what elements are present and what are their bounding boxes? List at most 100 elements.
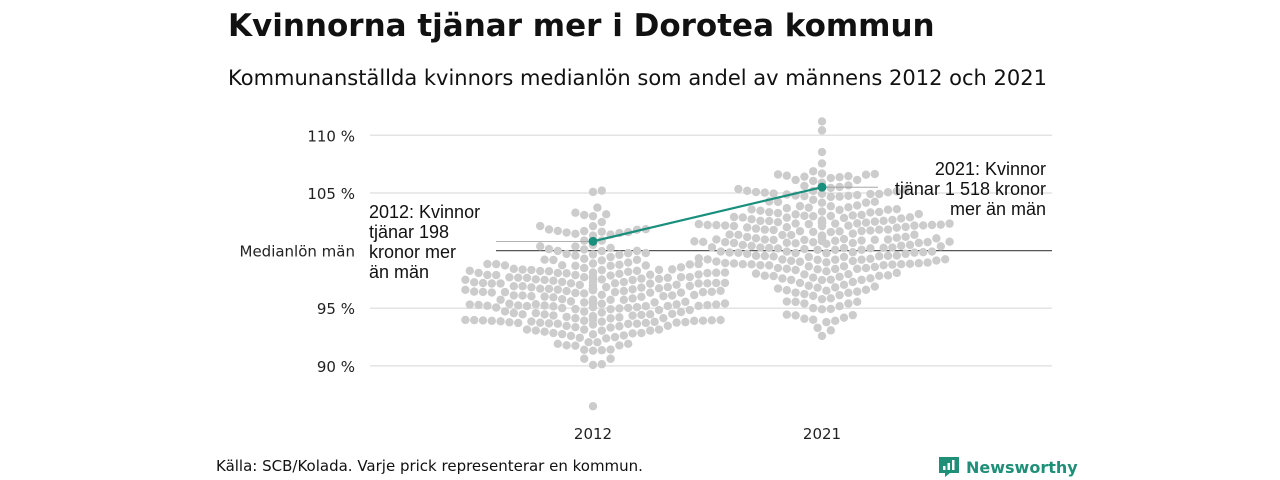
- municipality-dot: [580, 236, 589, 245]
- municipality-dot: [544, 244, 554, 254]
- municipality-dot: [632, 266, 642, 276]
- municipality-dot: [883, 251, 893, 261]
- municipality-dot: [694, 301, 703, 311]
- municipality-dot: [747, 241, 756, 251]
- municipality-dot: [809, 195, 818, 204]
- municipality-dot: [694, 279, 703, 288]
- municipality-dot: [800, 270, 809, 279]
- municipality-dot: [580, 316, 589, 325]
- y-tick-label: 105 %: [307, 185, 355, 203]
- municipality-dot: [747, 215, 756, 224]
- municipality-dot: [558, 261, 567, 270]
- municipality-dot: [870, 169, 879, 179]
- municipality-dot: [615, 322, 624, 331]
- municipality-dot: [509, 308, 518, 318]
- municipality-dot: [870, 197, 879, 207]
- municipality-dot: [514, 318, 523, 328]
- municipality-dot: [809, 273, 818, 282]
- municipality-dot: [892, 187, 901, 196]
- municipality-dot: [663, 282, 672, 292]
- municipality-dot: [703, 255, 712, 264]
- municipality-dot: [597, 275, 606, 284]
- municipality-dot: [531, 300, 540, 309]
- municipality-dot: [857, 245, 866, 254]
- municipality-dot: [694, 270, 703, 279]
- municipality-dot: [809, 315, 818, 324]
- municipality-dot: [870, 262, 879, 272]
- municipality-dot: [676, 263, 686, 272]
- municipality-dot: [826, 211, 835, 221]
- municipality-dot: [562, 269, 571, 278]
- municipality-dot: [835, 290, 844, 300]
- municipality-dot: [870, 235, 879, 244]
- municipality-dot: [782, 213, 791, 222]
- municipality-dot: [663, 301, 672, 311]
- municipality-dot: [787, 230, 796, 240]
- municipality-dot: [817, 275, 827, 285]
- municipality-dot: [875, 252, 884, 261]
- municipality-dot: [866, 254, 875, 263]
- municipality-dot: [919, 221, 928, 230]
- municipality-dot: [866, 274, 875, 283]
- municipality-dot: [861, 198, 871, 207]
- municipality-dot: [615, 269, 624, 279]
- municipality-dot: [910, 221, 919, 230]
- municipality-dot: [817, 305, 827, 314]
- municipality-dot: [835, 172, 844, 182]
- municipality-dot: [831, 264, 840, 274]
- municipality-dot: [628, 294, 637, 303]
- municipality-dot: [606, 243, 615, 253]
- municipality-dot: [848, 310, 857, 320]
- municipality-dot: [897, 214, 906, 223]
- municipality-dot: [822, 317, 831, 327]
- municipality-dot: [923, 258, 932, 267]
- municipality-dot: [707, 316, 716, 325]
- municipality-dot: [694, 219, 703, 229]
- municipality-dot: [817, 159, 827, 168]
- municipality-dot: [817, 169, 827, 178]
- municipality-dot: [778, 255, 787, 264]
- municipality-dot: [553, 339, 562, 349]
- municipality-dot: [826, 294, 835, 303]
- municipality-dot: [844, 221, 853, 230]
- municipality-dot: [791, 311, 800, 320]
- municipality-dot: [861, 285, 871, 295]
- municipality-dot: [571, 229, 580, 239]
- municipality-dot: [751, 224, 761, 233]
- municipality-dot: [835, 272, 844, 281]
- municipality-dot: [685, 260, 694, 269]
- municipality-dot: [800, 314, 809, 323]
- municipality-dot: [927, 247, 937, 256]
- municipality-dot: [773, 263, 783, 273]
- municipality-dot: [747, 205, 756, 214]
- brand-logo[interactable]: Newsworthy: [938, 456, 1078, 478]
- municipality-dot: [782, 247, 791, 256]
- municipality-dot: [822, 248, 831, 258]
- municipality-dot: [681, 297, 690, 307]
- municipality-dot: [835, 205, 844, 215]
- municipality-dot: [826, 192, 835, 202]
- municipality-dot: [826, 183, 835, 193]
- municipality-dot: [787, 256, 796, 266]
- municipality-dot: [509, 264, 518, 274]
- municipality-dot: [707, 243, 717, 252]
- municipality-dot: [536, 284, 545, 293]
- municipality-dot: [628, 311, 637, 320]
- municipality-dot: [720, 278, 730, 288]
- municipality-dot: [487, 288, 496, 297]
- municipality-dot: [571, 270, 580, 280]
- municipality-dot: [690, 316, 699, 326]
- reference-line-label: Medianlön män: [240, 243, 356, 261]
- municipality-dot: [817, 216, 827, 225]
- municipality-dot: [597, 227, 606, 236]
- municipality-dot: [637, 274, 646, 283]
- municipality-dot: [848, 256, 857, 266]
- municipality-dot: [597, 186, 606, 195]
- municipality-dot: [804, 203, 813, 212]
- municipality-dot: [624, 339, 633, 349]
- municipality-dot: [826, 202, 835, 211]
- municipality-dot: [500, 261, 510, 270]
- municipality-dot: [822, 267, 831, 276]
- municipality-dot: [848, 238, 857, 248]
- municipality-dot: [597, 256, 606, 265]
